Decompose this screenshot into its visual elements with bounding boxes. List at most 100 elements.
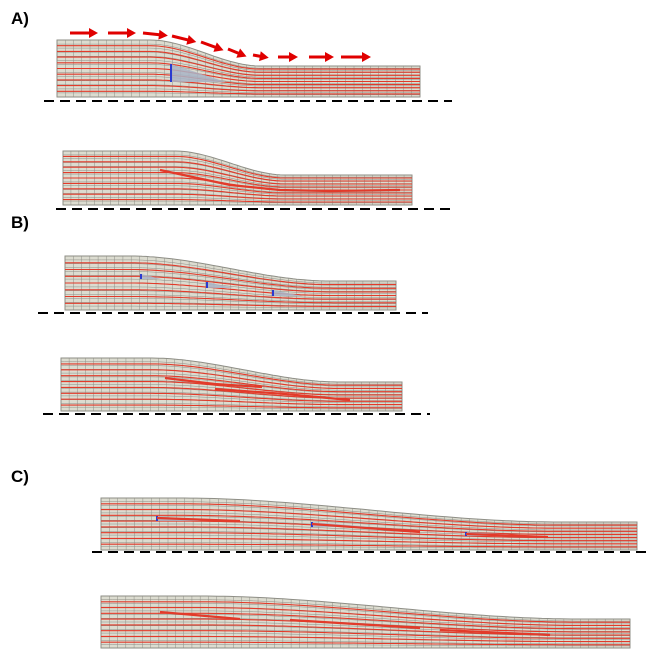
layer-boundary-line bbox=[61, 392, 402, 402]
mesh-row-line bbox=[57, 92, 420, 96]
fault-line bbox=[289, 618, 421, 630]
layer-boundary-line bbox=[61, 404, 402, 409]
mesh-row-line bbox=[63, 197, 412, 201]
velocity-arrow-icon bbox=[259, 51, 269, 62]
panel-b-result bbox=[43, 357, 430, 415]
weak-zone-wedge bbox=[141, 274, 161, 279]
layer-boundary-line bbox=[101, 612, 630, 630]
panel-label-c: C) bbox=[11, 467, 29, 486]
mesh-row-line bbox=[101, 629, 630, 638]
layer-boundary-line bbox=[101, 503, 637, 526]
mesh-row-line bbox=[63, 200, 412, 204]
mesh-row-line bbox=[65, 259, 396, 284]
mesh-row-line bbox=[101, 632, 630, 640]
mesh-row-line bbox=[63, 158, 412, 180]
mesh-row-line bbox=[101, 640, 630, 645]
layer-boundary-line bbox=[101, 543, 637, 548]
layer-boundary-line bbox=[57, 45, 420, 70]
mesh-row-line bbox=[61, 365, 402, 387]
layer-boundary-line bbox=[57, 50, 420, 73]
layer-boundary-line bbox=[63, 161, 412, 182]
layer-boundary-line bbox=[63, 182, 412, 194]
layer-boundary-line bbox=[63, 193, 412, 200]
fault-line bbox=[465, 532, 549, 539]
mesh-row-line bbox=[101, 599, 630, 622]
panel-a-result bbox=[56, 150, 450, 210]
velocity-arrow-icon bbox=[289, 52, 298, 62]
mesh-row-line bbox=[57, 64, 420, 80]
mesh-row-line bbox=[57, 88, 420, 93]
layer-boundary-line bbox=[101, 630, 630, 639]
mesh-row-line bbox=[101, 505, 637, 527]
mesh-row-line bbox=[57, 76, 420, 87]
layer-boundary-line bbox=[61, 369, 402, 389]
mesh-row-line bbox=[63, 173, 412, 189]
fault-line bbox=[439, 628, 551, 637]
velocity-arrow-icon bbox=[213, 42, 224, 52]
layer-boundary-line bbox=[65, 289, 396, 300]
mesh-row-line bbox=[101, 531, 637, 541]
mesh-row-line bbox=[61, 403, 402, 408]
layer-boundary-line bbox=[57, 56, 420, 76]
mesh-row-line bbox=[101, 603, 630, 624]
mesh-row-line bbox=[101, 501, 637, 525]
mesh-row-line bbox=[65, 286, 396, 298]
mesh-row-line bbox=[57, 60, 420, 78]
velocity-arrow-icon bbox=[158, 29, 168, 40]
velocity-arrow-icon bbox=[362, 52, 371, 62]
fault-line bbox=[164, 376, 263, 389]
layer-boundary-line bbox=[61, 386, 402, 399]
layer-boundary-line bbox=[63, 188, 412, 197]
mesh-row-line bbox=[101, 546, 637, 549]
weak-zone-wedge bbox=[273, 290, 303, 296]
mesh-row-line bbox=[63, 154, 412, 178]
layer-boundary-line bbox=[61, 375, 402, 393]
velocity-arrow-icon bbox=[89, 28, 98, 38]
mesh-row-line bbox=[61, 376, 402, 393]
layer-boundary-line bbox=[57, 62, 420, 79]
mesh-row-line bbox=[101, 516, 637, 533]
fault-line bbox=[159, 168, 401, 193]
mesh-row-line bbox=[61, 406, 402, 410]
mesh-row-line bbox=[101, 644, 630, 647]
layer-boundary-line bbox=[61, 398, 402, 406]
mesh-row-line bbox=[65, 305, 396, 309]
weak-zone-wedge bbox=[171, 64, 226, 82]
velocity-arrow-shaft bbox=[171, 34, 191, 43]
layer-boundary-line bbox=[101, 509, 637, 529]
mesh-row-line bbox=[101, 621, 630, 634]
layer-boundary-line bbox=[101, 514, 637, 532]
layer-boundary-line bbox=[63, 155, 412, 179]
mesh-row-line bbox=[101, 542, 637, 547]
mesh-row-line bbox=[57, 43, 420, 69]
layer-boundary-line bbox=[57, 73, 420, 86]
mesh-row-line bbox=[63, 185, 412, 195]
velocity-arrow-icon bbox=[127, 28, 136, 38]
layer-boundary-line bbox=[57, 79, 420, 89]
mesh-row-line bbox=[57, 47, 420, 71]
velocity-arrow-icon bbox=[186, 35, 197, 45]
mesh-row-line bbox=[65, 267, 396, 288]
layer-boundary-line bbox=[63, 199, 412, 203]
layer-boundary-line bbox=[57, 90, 420, 95]
layer-boundary-line bbox=[61, 363, 402, 386]
layer-boundary-line bbox=[101, 607, 630, 626]
layer-boundary-line bbox=[101, 641, 630, 646]
mesh-row-line bbox=[61, 372, 402, 391]
fault-line bbox=[156, 516, 241, 523]
panel-c-result bbox=[100, 595, 631, 649]
weak-zone-wedge bbox=[207, 282, 233, 288]
mesh-row-line bbox=[101, 512, 637, 531]
layer-boundary-line bbox=[65, 275, 396, 293]
mesh-row-line bbox=[65, 278, 396, 294]
layer-boundary-line bbox=[65, 302, 396, 307]
mesh-row-line bbox=[63, 170, 412, 186]
velocity-arrow-icon bbox=[325, 52, 334, 62]
panel-label-b: B) bbox=[11, 213, 29, 232]
layer-boundary-line bbox=[101, 532, 637, 542]
panel-label-a: A) bbox=[11, 9, 29, 28]
layer-boundary-line bbox=[63, 166, 412, 185]
layer-boundary-line bbox=[63, 172, 412, 188]
velocity-arrow-icon bbox=[236, 48, 247, 58]
